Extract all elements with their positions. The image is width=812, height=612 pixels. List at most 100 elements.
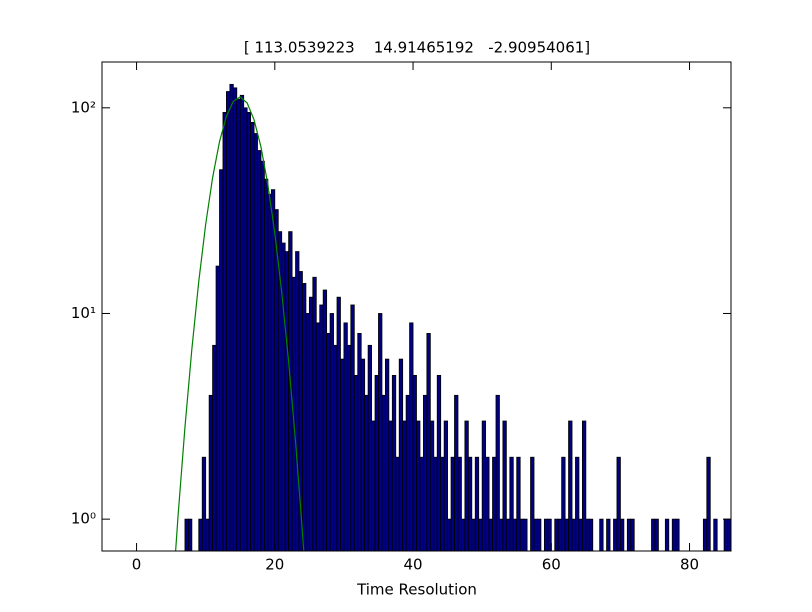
histogram-bar xyxy=(295,251,300,551)
histogram-bar xyxy=(243,107,248,551)
histogram-bar xyxy=(284,251,290,551)
histogram-bar xyxy=(205,518,210,551)
y-tick-label: 10⁰ xyxy=(71,510,96,528)
y-tick-label: 10² xyxy=(71,98,96,116)
histogram-bar xyxy=(378,313,383,551)
histogram-bar xyxy=(384,358,390,551)
histogram-bar xyxy=(461,518,466,551)
histogram-bar xyxy=(467,456,473,551)
histogram-bar xyxy=(315,322,321,551)
histogram-bar xyxy=(613,518,618,551)
histogram-bar xyxy=(398,358,404,551)
histogram-bar xyxy=(364,394,369,551)
histogram-bar xyxy=(229,83,234,551)
histogram-bar xyxy=(616,456,621,551)
histogram-bar xyxy=(416,420,421,551)
histogram-bar xyxy=(326,333,331,551)
histogram-bar xyxy=(260,160,265,551)
histogram-bar xyxy=(429,420,435,551)
x-axis-label: Time Resolution xyxy=(356,581,477,599)
histogram-bar xyxy=(357,333,362,551)
histogram-bar xyxy=(523,518,528,551)
histogram-bar xyxy=(547,518,552,551)
histogram-bar xyxy=(512,518,518,551)
histogram-bar xyxy=(723,518,728,551)
histogram-bar xyxy=(630,518,635,551)
histogram-bar xyxy=(232,87,238,551)
histogram-bar xyxy=(478,518,483,551)
histogram-bar xyxy=(367,344,372,551)
histogram-bar xyxy=(457,456,462,551)
histogram-bar xyxy=(340,358,345,551)
histogram-bar xyxy=(626,518,632,551)
y-tick-label: 10¹ xyxy=(71,304,96,322)
histogram-bar xyxy=(533,518,538,551)
histogram-bar xyxy=(360,358,366,551)
histogram-bar xyxy=(599,518,604,551)
histogram-bar xyxy=(391,374,397,551)
histogram-bar xyxy=(578,518,583,551)
histogram-bar xyxy=(488,518,493,551)
histogram-bar xyxy=(585,518,590,551)
histogram-bar xyxy=(353,374,359,551)
histogram-bar xyxy=(419,456,424,551)
histogram-bar xyxy=(509,456,514,551)
histogram-bar xyxy=(492,456,497,551)
histogram-bar xyxy=(253,133,258,551)
histogram-bar xyxy=(588,518,594,551)
histogram-bar xyxy=(443,420,449,551)
histogram-bar xyxy=(519,518,525,551)
histogram-bar xyxy=(264,178,269,551)
x-tick-label: 60 xyxy=(542,556,561,574)
histogram-bar xyxy=(412,374,417,551)
histogram-bar xyxy=(557,518,563,551)
histogram-bar xyxy=(440,456,445,551)
histogram-bar xyxy=(322,289,328,551)
histogram-bar xyxy=(571,518,576,551)
histogram-bar xyxy=(502,420,507,551)
histogram-bar xyxy=(246,111,252,551)
histogram-bar xyxy=(713,518,718,551)
histogram-bar xyxy=(426,333,431,551)
histogram-bar xyxy=(706,456,711,551)
histogram-bar xyxy=(350,304,355,551)
histogram-bar xyxy=(308,296,314,551)
histogram-bar xyxy=(250,121,255,551)
histogram-bar xyxy=(654,518,659,551)
histogram-bar xyxy=(402,420,407,551)
histogram-bar xyxy=(702,518,708,551)
histogram-bar xyxy=(201,456,207,551)
histogram-bar xyxy=(270,189,276,551)
x-tick-label: 0 xyxy=(132,556,142,574)
histogram-bar xyxy=(575,456,580,551)
x-tick-label: 80 xyxy=(680,556,699,574)
histogram-bar xyxy=(346,344,352,551)
histogram-bar xyxy=(281,242,286,551)
histogram-bar xyxy=(215,265,220,551)
plot-frame xyxy=(101,61,732,552)
histogram-bar xyxy=(436,374,442,551)
histogram-bar xyxy=(312,276,317,551)
histogram-bar xyxy=(409,322,414,551)
histogram-bar xyxy=(464,420,469,551)
histogram-bar xyxy=(219,169,224,551)
histogram-bar xyxy=(554,518,559,551)
histogram-bar xyxy=(305,313,310,551)
histogram-bar xyxy=(212,344,217,551)
histogram-bar xyxy=(388,420,393,551)
histogram-bar xyxy=(371,420,376,551)
histogram-bar xyxy=(564,518,569,551)
histogram-bar xyxy=(374,374,379,551)
histogram-bar xyxy=(395,456,400,551)
histogram-bar xyxy=(302,283,307,551)
histogram-bar xyxy=(450,456,455,551)
histogram-bar xyxy=(620,518,625,551)
histogram-bar xyxy=(651,518,656,551)
histogram-bar xyxy=(581,420,587,551)
histogram-bar xyxy=(561,456,566,551)
histogram-bar xyxy=(222,111,227,551)
histogram-bar xyxy=(226,91,231,551)
histogram-bar xyxy=(319,304,324,551)
